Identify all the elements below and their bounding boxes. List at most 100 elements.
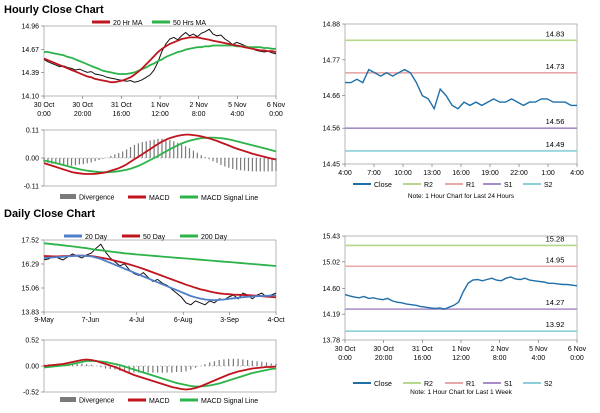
chart-note: Note: 1 Hour Chart for Last 1 Week	[410, 389, 513, 396]
y-tick-label: 0.00	[25, 156, 39, 163]
x-tick-label-time: 20:00	[74, 111, 92, 118]
y-tick-label: 17.52	[21, 238, 39, 245]
day200-line	[43, 242, 277, 267]
plot-frame	[43, 239, 277, 313]
x-tick-label-time: 0:00	[570, 355, 584, 362]
legend-200-day-label: 200 Day	[201, 234, 228, 241]
close-line	[345, 68, 577, 111]
y-tick-label: 14.67	[21, 47, 39, 54]
x-tick-label: 10:00	[394, 170, 412, 177]
legend-50hrs-ma-label: 50 Hrs MA	[173, 20, 206, 27]
x-tick-label-time: 8:00	[192, 111, 206, 118]
y-tick-label: 0.11	[26, 128, 39, 135]
macd-signal-line	[43, 136, 277, 174]
y-tick-label: 0.52	[25, 338, 39, 345]
x-tick-label: 1 Nov	[452, 346, 471, 353]
legend-20-day-label: 20 Day	[85, 234, 108, 241]
x-tick-label: 19:00	[481, 170, 499, 177]
x-tick-label-time: 4:00	[532, 355, 546, 362]
level-s2-label: 14.49	[546, 140, 565, 149]
legend-s1-label: S1	[504, 182, 513, 189]
y-tick-label: 14.45	[322, 162, 340, 169]
legend-divergence-swatch	[60, 194, 76, 199]
macd-line	[43, 358, 277, 391]
y-tick-label: 14.19	[322, 312, 340, 319]
level-s2-label: 13.92	[546, 320, 565, 329]
x-tick-label: 5 Nov	[228, 102, 247, 109]
price-line	[43, 28, 277, 83]
plot-frame	[344, 23, 578, 165]
y-tick-label: -0.11	[24, 184, 40, 191]
x-tick-label-time: 0:00	[338, 355, 352, 362]
x-tick-label-time: 12:00	[452, 355, 470, 362]
x-tick-label-time: 16:00	[414, 355, 432, 362]
daily-pivot-chart: 15.43 15.02 14.60 14.19 13.78 15.28 14.95 14.27…	[322, 234, 587, 397]
hourly-pivot-chart: 14.88 14.77 14.66 14.56 14.45 14.83 14.73 14.56…	[322, 22, 583, 201]
legend-divergence-label: Divergence	[79, 398, 115, 405]
y-tick-label: 14.66	[322, 93, 340, 100]
x-tick-label: 31 Oct	[412, 346, 433, 353]
legend-s1-label: S1	[504, 381, 513, 388]
x-tick-label: 5 Nov	[529, 346, 548, 353]
day20-line	[43, 254, 277, 302]
hourly-section-title: Hourly Close Chart	[4, 4, 104, 16]
day50-line	[43, 254, 277, 299]
x-tick-label: 6-Aug	[174, 317, 193, 324]
x-tick-label: 6 Nov	[267, 102, 286, 109]
x-tick-label-time: 4:00	[231, 111, 245, 118]
level-r1-label: 14.73	[546, 62, 565, 71]
ma20-line	[43, 36, 277, 84]
level-r1-label: 14.95	[546, 255, 565, 264]
x-tick-label: 22:00	[510, 170, 528, 177]
x-tick-label: 30 Oct	[34, 102, 55, 109]
y-tick-label: 14.96	[21, 24, 39, 31]
legend-divergence-swatch	[60, 397, 76, 402]
x-tick-label-time: 8:00	[493, 355, 507, 362]
y-tick-label: 15.02	[322, 259, 340, 266]
x-tick-label: 16:00	[452, 170, 470, 177]
x-tick-label: 2 Nov	[190, 102, 209, 109]
y-tick-label: 13.83	[21, 310, 39, 317]
daily-price-chart: 17.52 16.29 15.06 13.839-May 7-Jun 4-Jul 6-Aug…	[21, 234, 284, 324]
legend-s2-label: S2	[544, 182, 553, 189]
y-tick-label: 14.10	[21, 94, 39, 101]
legend-macd-signal-label: MACD Signal Line	[201, 398, 258, 405]
x-tick-label-time: 0:00	[37, 111, 51, 118]
x-tick-label: 7:00	[367, 170, 381, 177]
macd-signal-line	[43, 360, 277, 388]
legend-macd-label: MACD	[149, 398, 170, 405]
y-tick-label: 13.78	[322, 338, 340, 345]
x-tick-label: 9-May	[34, 317, 54, 324]
daily-section-title: Daily Close Chart	[4, 208, 96, 220]
y-tick-label: 15.06	[21, 286, 39, 293]
y-tick-label: 14.56	[322, 126, 340, 133]
daily-macd-chart: 0.52 0.00 -0.52 Divergence MACD MACD Signal L…	[23, 338, 277, 405]
macd-line	[43, 133, 277, 175]
y-tick-label: 14.88	[322, 22, 340, 29]
y-tick-label: 16.29	[21, 262, 39, 269]
x-tick-label: 3-Sep	[220, 317, 239, 324]
legend-r2-label: R2	[424, 381, 433, 388]
x-tick-label: 4-Oct	[267, 317, 284, 324]
level-r2-label: 14.83	[546, 29, 565, 38]
legend-s2-label: S2	[544, 381, 553, 388]
x-tick-label: 6 Nov	[568, 346, 587, 353]
level-r2-label: 15.28	[546, 234, 565, 243]
x-tick-label-time: 16:00	[113, 111, 131, 118]
legend-r1-label: R1	[466, 182, 475, 189]
x-tick-label: 31 Oct	[111, 102, 132, 109]
y-tick-label: 0.00	[25, 364, 39, 371]
legend-divergence-label: Divergence	[79, 195, 115, 202]
x-tick-label-time: 0:00	[269, 111, 283, 118]
close-line	[344, 276, 578, 310]
x-tick-label: 30 Oct	[335, 346, 356, 353]
y-tick-label: 14.60	[322, 286, 340, 293]
level-s1-label: 14.27	[546, 298, 565, 307]
legend-20hr-ma-label: 20 Hr MA	[113, 20, 143, 27]
x-tick-label: 2 Nov	[491, 346, 510, 353]
x-tick-label: 13:00	[423, 170, 441, 177]
y-tick-label: 14.77	[322, 57, 340, 64]
legend-50-day-label: 50 Day	[143, 234, 166, 241]
x-tick-label-time: 12:00	[151, 111, 169, 118]
level-s1-label: 14.56	[546, 117, 565, 126]
